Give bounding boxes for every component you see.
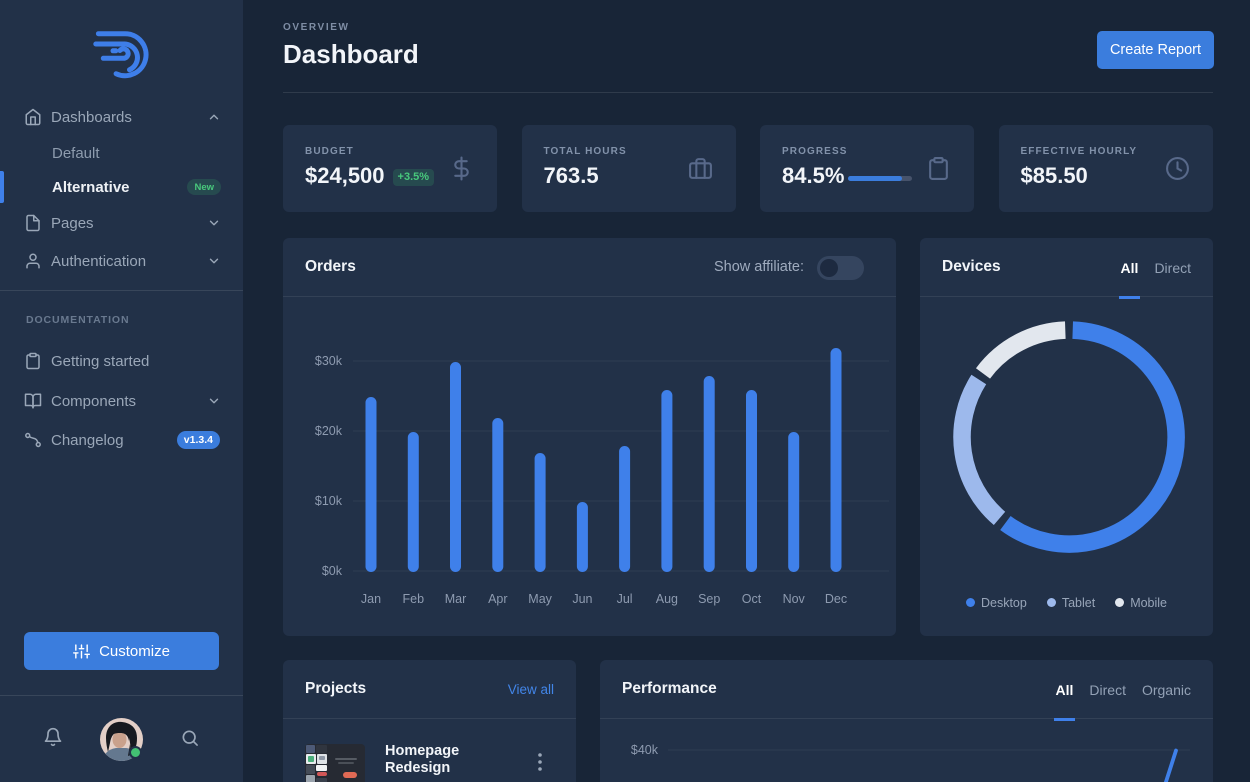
svg-text:Aug: Aug xyxy=(656,592,678,606)
svg-text:Jul: Jul xyxy=(617,592,633,606)
svg-text:$40k: $40k xyxy=(631,743,659,757)
svg-text:$30k: $30k xyxy=(315,354,343,368)
svg-text:May: May xyxy=(528,592,552,606)
svg-text:Jun: Jun xyxy=(572,592,592,606)
svg-text:Jan: Jan xyxy=(361,592,381,606)
svg-text:Apr: Apr xyxy=(488,592,507,606)
svg-text:$0k: $0k xyxy=(322,564,343,578)
svg-text:Sep: Sep xyxy=(698,592,720,606)
svg-text:Dec: Dec xyxy=(825,592,847,606)
svg-text:Oct: Oct xyxy=(742,592,762,606)
svg-text:Feb: Feb xyxy=(403,592,425,606)
svg-text:$10k: $10k xyxy=(315,494,343,508)
svg-text:Nov: Nov xyxy=(783,592,806,606)
svg-text:Mar: Mar xyxy=(445,592,467,606)
svg-text:$20k: $20k xyxy=(315,424,343,438)
